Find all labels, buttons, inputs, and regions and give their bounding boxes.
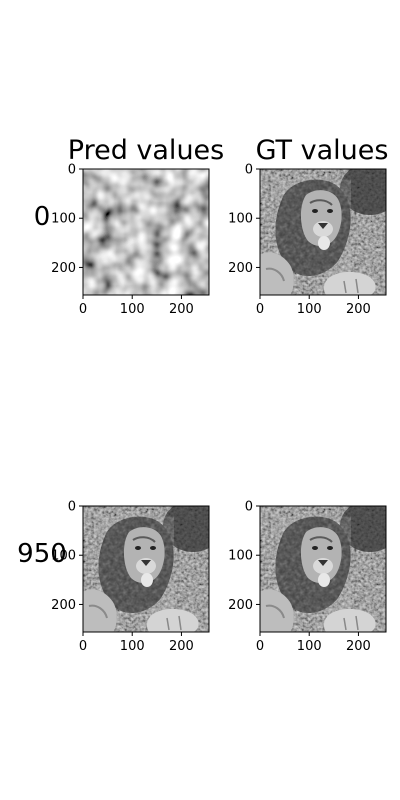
y-tick-label-pred-0: 200 [51,261,76,276]
y-tick-label-pred-950: 100 [51,549,76,564]
panel-gt-950 [260,500,400,632]
panel-pred-950 [83,500,223,632]
panel-gt-0 [260,163,400,295]
x-tick-label-gt-950: 200 [346,639,371,654]
lion-image [83,500,223,632]
y-tick-label-gt-0: 100 [228,212,253,227]
axis-ticks: 0 100 200 0 100 200 0 100 200 0 100 200 0 100 200 0 100 2… [51,163,371,655]
y-tick-label-gt-950: 0 [245,500,253,515]
x-tick-label-pred-950: 200 [169,639,194,654]
y-tick-label-pred-950: 0 [68,500,76,515]
x-tick-label-gt-0: 0 [256,302,264,317]
noise-image [83,169,209,295]
row-label-950: 950 [17,539,67,569]
x-tick-label-gt-0: 200 [346,302,371,317]
row-label-0: 0 [34,202,51,232]
lion-image [260,163,400,295]
y-tick-label-pred-950: 200 [51,598,76,613]
x-tick-label-gt-950: 0 [256,639,264,654]
y-tick-label-gt-950: 100 [228,549,253,564]
x-tick-label-pred-0: 200 [169,302,194,317]
x-tick-label-pred-0: 100 [120,302,145,317]
x-tick-label-pred-950: 0 [79,639,87,654]
x-tick-label-pred-950: 100 [120,639,145,654]
x-tick-label-gt-950: 100 [297,639,322,654]
lion-image [260,500,400,632]
x-tick-label-pred-0: 0 [79,302,87,317]
x-tick-label-gt-0: 100 [297,302,322,317]
y-tick-label-gt-950: 200 [228,598,253,613]
y-tick-label-gt-0: 200 [228,261,253,276]
panel-pred-0 [82,168,210,296]
column-title-gt: GT values [256,135,389,166]
y-tick-label-pred-0: 100 [51,212,76,227]
y-tick-label-gt-0: 0 [245,163,253,178]
column-title-pred: Pred values [68,135,224,166]
y-tick-label-pred-0: 0 [68,163,76,178]
